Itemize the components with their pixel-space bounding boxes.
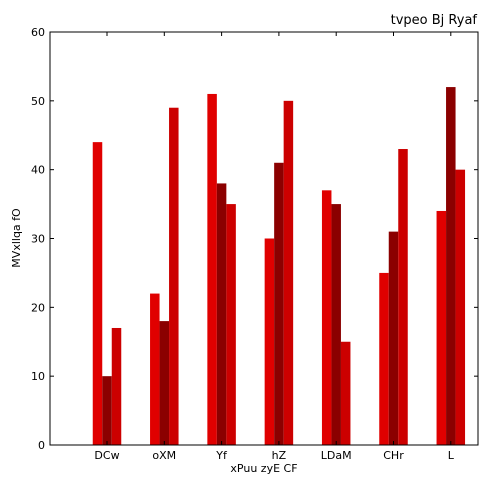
bar-Yf-s2 [216, 183, 227, 445]
bar-hZ-s2 [274, 162, 284, 445]
bar-LDaM-s2 [331, 204, 341, 445]
bar-Yf-s1 [207, 93, 217, 445]
bar-oXM-s2 [159, 321, 170, 445]
bar-hZ-s1 [264, 238, 275, 445]
x-tick-label: Yf [215, 449, 228, 462]
x-tick-label: CHr [383, 449, 404, 462]
bar-CHr-s1 [379, 272, 389, 445]
x-tick-label: oXM [152, 449, 176, 462]
y-tick-label: 10 [31, 370, 45, 383]
bar-CHr-s3 [398, 149, 408, 445]
x-tick-label: hZ [272, 449, 287, 462]
bar-L-s1 [436, 210, 447, 445]
y-tick-label: 60 [31, 26, 45, 39]
bar-hZ-s3 [283, 100, 294, 445]
bar-DCw-s1 [92, 142, 103, 445]
y-axis: 0 10 20 30 40 50 60 [31, 26, 478, 452]
bar-DCw-s3 [111, 327, 122, 445]
bar-CHr-s2 [388, 231, 399, 445]
x-axis: DCw oXM Yf hZ LDaM CHr L [94, 32, 455, 462]
bar-DCw-s2 [102, 376, 112, 445]
x-tick-label: LDaM [321, 449, 352, 462]
y-tick-label: 0 [38, 439, 45, 452]
y-tick-label: 30 [31, 233, 45, 246]
y-axis-label: MVxllqa fO [10, 208, 23, 268]
bar-LDaM-s3 [340, 341, 351, 445]
bar-LDaM-s1 [321, 190, 332, 445]
bar-Yf-s3 [226, 204, 236, 445]
y-tick-label: 50 [31, 95, 45, 108]
y-tick-label: 20 [31, 301, 45, 314]
bar-oXM-s1 [150, 293, 160, 445]
bar-L-s2 [446, 87, 456, 445]
bar-oXM-s3 [169, 107, 179, 445]
x-axis-label: xPuu zyE CF [230, 462, 297, 475]
x-tick-label: DCw [94, 449, 119, 462]
y-tick-label: 40 [31, 164, 45, 177]
x-tick-label: L [448, 449, 455, 462]
bars-group [92, 87, 466, 446]
chart-title: tvpeo Bj Ryaf [391, 13, 478, 28]
bar-L-s3 [455, 169, 466, 446]
